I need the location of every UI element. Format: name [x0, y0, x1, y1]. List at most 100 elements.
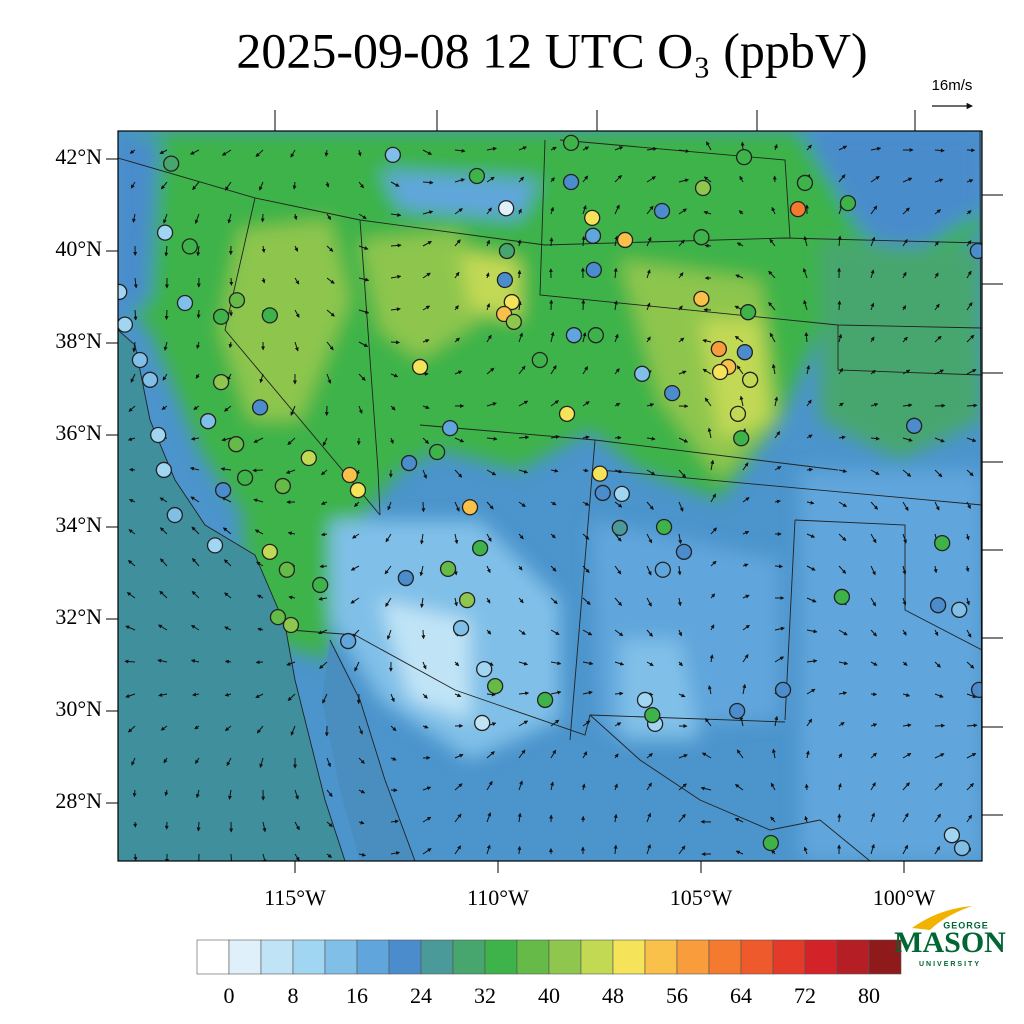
wind-arrow	[902, 661, 908, 666]
wind-arrow	[190, 149, 200, 155]
wind-arrow	[966, 629, 972, 638]
wind-arrow	[677, 597, 682, 607]
wind-arrow	[255, 149, 264, 158]
station-marker	[497, 200, 515, 217]
wind-arrow	[806, 434, 813, 439]
wind-arrow	[294, 789, 299, 800]
wind-arrow	[902, 752, 912, 759]
wind-arrow	[803, 235, 808, 247]
wind-arrow	[422, 305, 431, 311]
wind-arrow	[582, 565, 590, 574]
wind-arrow	[159, 590, 168, 599]
station-marker	[505, 313, 522, 330]
wind-arrow	[385, 533, 392, 543]
wind-arrow	[164, 245, 169, 257]
station-marker	[278, 561, 296, 578]
wind-arrow	[290, 725, 296, 736]
wind-arrow	[870, 146, 882, 151]
station-marker	[616, 231, 634, 249]
wind-arrow	[132, 213, 136, 223]
wind-arrow	[966, 240, 972, 247]
wind-arrow	[870, 565, 876, 576]
wind-arrow	[934, 846, 941, 855]
wind-arrow	[390, 212, 402, 217]
colorbar-box	[452, 939, 486, 975]
wind-arrow	[549, 237, 554, 247]
wind-arrow	[771, 363, 776, 375]
station-marker	[261, 307, 278, 324]
wind-arrow	[486, 239, 490, 247]
wind-arrow	[162, 373, 168, 381]
colorbar-box	[356, 939, 390, 975]
colorbar: 0 8 16 24 32 40 48 56 64 72 80	[196, 939, 902, 1008]
wind-arrow	[390, 437, 394, 444]
wind-arrow	[870, 723, 878, 728]
wind-arrow	[518, 501, 526, 507]
stations	[118, 134, 982, 857]
wind-arrow	[902, 782, 910, 791]
station-marker	[733, 430, 750, 447]
wind-arrow	[256, 725, 264, 734]
station-marker	[212, 308, 230, 325]
wind-arrow	[614, 146, 624, 151]
station-marker	[156, 224, 174, 241]
wind-arrow	[707, 427, 712, 439]
wind-arrow	[774, 430, 781, 439]
wind-arrow	[965, 565, 970, 573]
wind-arrow	[253, 498, 264, 503]
colorbar-tick-label: 64	[730, 983, 752, 1008]
wind-arrow	[195, 373, 200, 379]
wind-arrow	[582, 533, 590, 540]
gulf-of-california	[322, 640, 415, 861]
wind-arrow	[157, 624, 168, 631]
station-marker	[969, 242, 982, 260]
station-marker	[118, 316, 134, 333]
station-marker	[274, 477, 291, 495]
wind-arrow	[646, 436, 656, 441]
wind-arrow	[192, 181, 200, 191]
wind-arrow	[966, 814, 972, 823]
wind-arrow	[422, 848, 432, 855]
wind-arrow	[934, 335, 942, 343]
station-marker	[312, 576, 329, 594]
wind-arrow	[582, 720, 591, 727]
wind-arrow	[706, 141, 712, 151]
wind-arrow	[190, 436, 200, 441]
wind-arrow	[614, 402, 621, 407]
wind-arrow	[486, 692, 496, 697]
wind-arrow	[806, 467, 814, 472]
wind-arrow	[159, 558, 168, 567]
station-marker	[384, 146, 401, 164]
wind-arrow	[195, 757, 200, 765]
colorbar-box	[260, 939, 294, 975]
wind-arrow	[157, 658, 168, 663]
wind-arrow	[160, 725, 168, 731]
wind-arrow	[614, 469, 623, 474]
wind-arrow	[806, 718, 813, 727]
wind-arrow	[966, 301, 973, 311]
logo-line2: MASON	[894, 926, 1006, 959]
wind-arrow	[582, 366, 589, 375]
wind-arrow	[126, 592, 136, 599]
station-marker	[468, 167, 486, 185]
wind-arrow	[517, 208, 522, 215]
wind-arrow	[350, 565, 360, 571]
wind-arrow	[422, 469, 427, 479]
wind-arrow	[224, 659, 232, 664]
colorbar-tick-label: 24	[410, 983, 432, 1008]
wind-arrow	[774, 656, 785, 663]
wind-arrow	[422, 693, 428, 699]
wind-arrow	[384, 565, 392, 575]
wind-arrow	[581, 235, 586, 247]
station-marker	[934, 534, 951, 552]
wind-arrow	[130, 181, 136, 189]
wind-arrow	[678, 178, 690, 183]
wind-arrow	[870, 269, 875, 279]
wind-arrow	[320, 469, 328, 476]
wind-arrow	[190, 496, 200, 503]
lat-tick-label: 38°N	[55, 328, 102, 353]
wind-arrow	[358, 277, 370, 282]
wind-arrow	[319, 564, 328, 569]
wind-arrow	[678, 845, 686, 855]
wind-arrow	[324, 149, 329, 157]
